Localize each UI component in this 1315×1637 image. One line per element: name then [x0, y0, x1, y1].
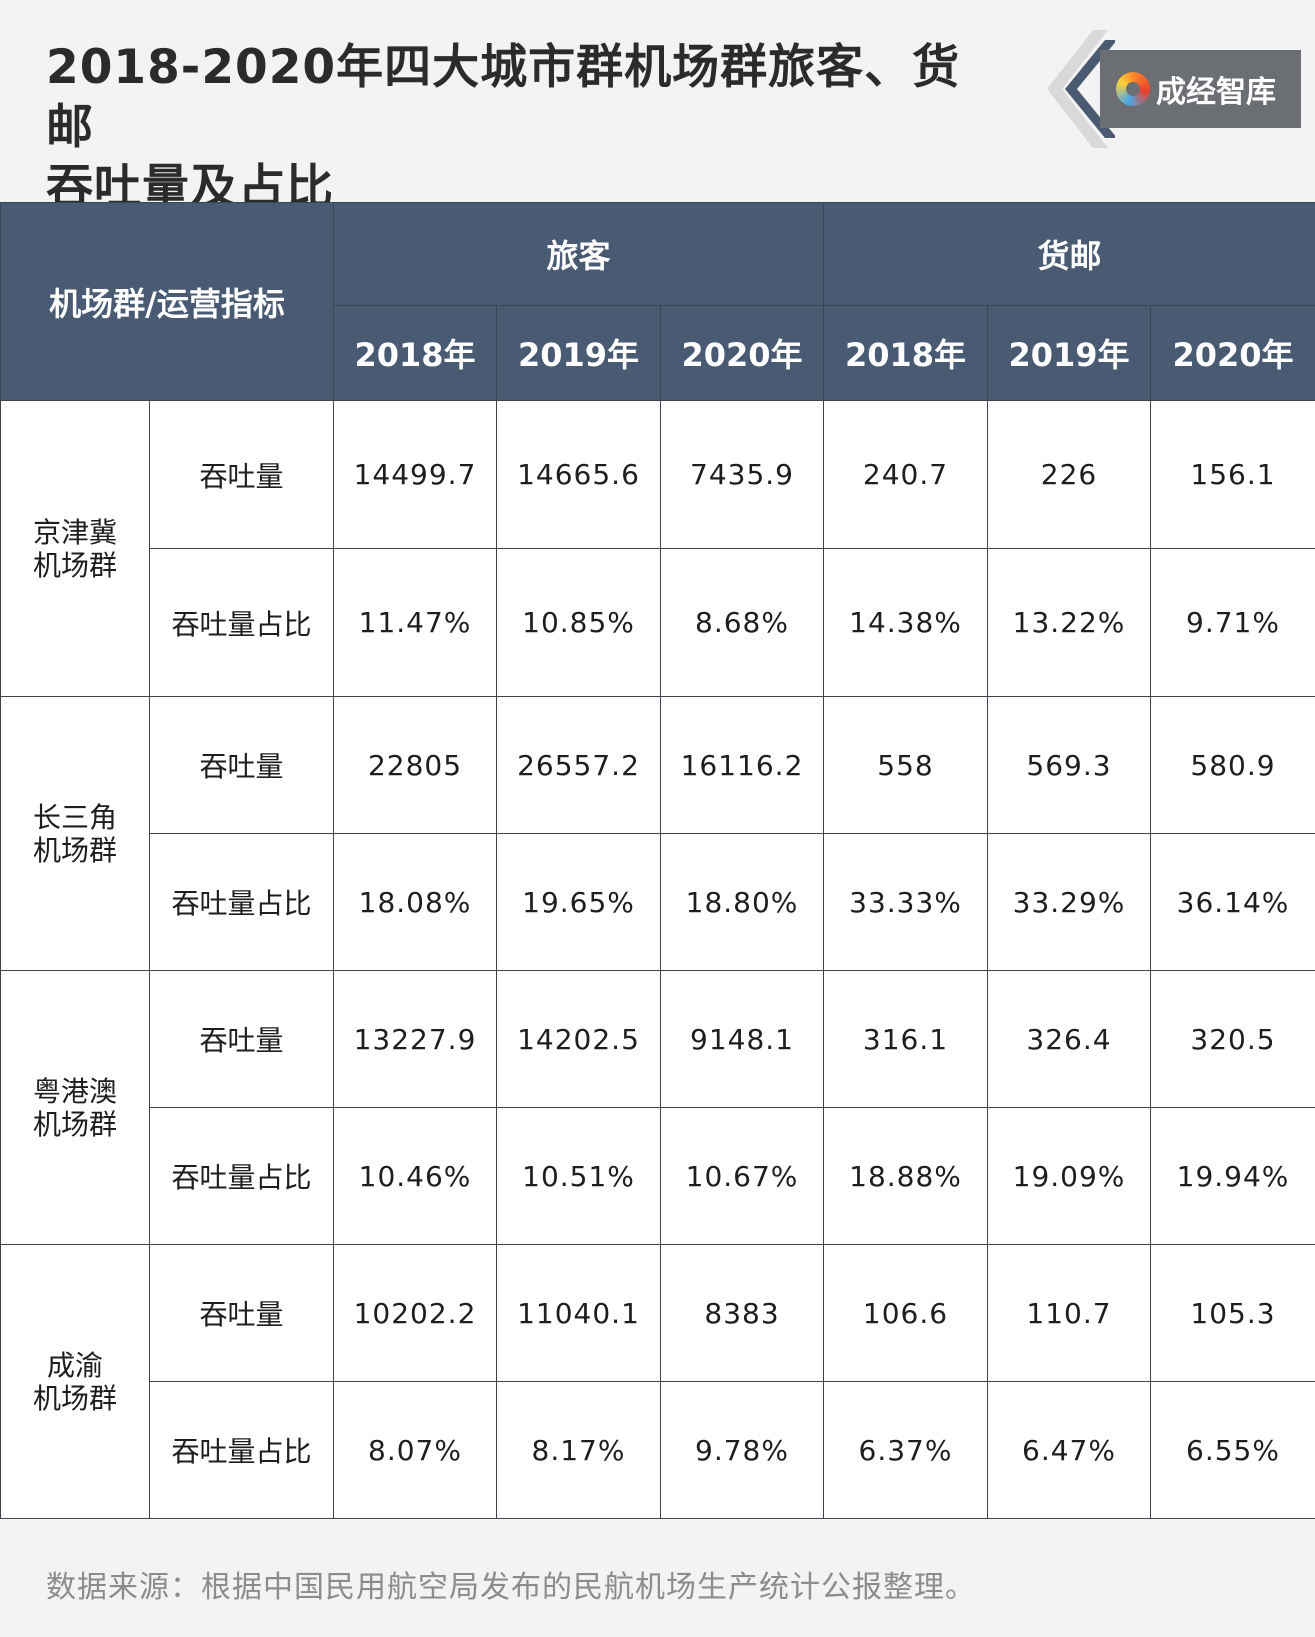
value-cell: 8383: [660, 1244, 825, 1382]
value-cell: 10.67%: [660, 1107, 825, 1245]
value-cell: 10.51%: [496, 1107, 662, 1245]
value-cell: 320.5: [1150, 970, 1315, 1108]
value-cell: 7435.9: [660, 400, 825, 549]
year-header: 2019年: [987, 305, 1152, 401]
value-cell: 36.14%: [1150, 833, 1315, 971]
metric-label: 吞吐量: [148, 1244, 335, 1382]
brand-swirl-icon: [1116, 72, 1150, 106]
city-name-line-1: 粤港澳: [32, 1074, 117, 1108]
value-cell: 18.88%: [823, 1107, 989, 1245]
value-cell: 326.4: [987, 970, 1152, 1108]
value-cell: 19.65%: [496, 833, 662, 971]
metric-label: 吞吐量占比: [148, 1381, 335, 1519]
city-name-line-2: 机场群: [32, 548, 117, 582]
city-cell: 粤港澳 机场群: [0, 970, 150, 1245]
value-cell: 14665.6: [496, 400, 662, 549]
city-name-line-2: 机场群: [32, 833, 117, 867]
page-title: 2018-2020年四大城市群机场群旅客、货邮 吞吐量及占比: [46, 38, 1006, 218]
value-cell: 8.68%: [660, 548, 825, 697]
value-cell: 110.7: [987, 1244, 1152, 1382]
city-cell: 京津冀 机场群: [0, 400, 150, 697]
city-cell: 长三角 机场群: [0, 696, 150, 971]
data-table: 机场群/运营指标 旅客 货邮 2018年 2019年 2020年 2018年 2…: [0, 202, 1315, 1519]
group-header-passenger: 旅客: [333, 202, 825, 306]
value-cell: 10.85%: [496, 548, 662, 697]
value-cell: 105.3: [1150, 1244, 1315, 1382]
metric-label: 吞吐量: [148, 970, 335, 1108]
metric-label: 吞吐量占比: [148, 548, 335, 697]
value-cell: 19.09%: [987, 1107, 1152, 1245]
value-cell: 10202.2: [333, 1244, 498, 1382]
value-cell: 14202.5: [496, 970, 662, 1108]
value-cell: 33.29%: [987, 833, 1152, 971]
value-cell: 33.33%: [823, 833, 989, 971]
chevron-left-icon: [1047, 30, 1115, 148]
value-cell: 14.38%: [823, 548, 989, 697]
table-row: 粤港澳 机场群 吞吐量 13227.9 14202.5 9148.1 316.1 326.4 3…: [0, 970, 1315, 1245]
metric-label: 吞吐量: [148, 400, 335, 549]
logo-badge: 成经智库: [1100, 50, 1301, 128]
value-cell: 18.80%: [660, 833, 825, 971]
source-note: 数据来源：根据中国民用航空局发布的民航机场生产统计公报整理。: [46, 1570, 976, 1605]
value-cell: 580.9: [1150, 696, 1315, 834]
table-row: 吞吐量占比 11.47% 10.85% 8.68% 14.38% 13.22% 9.71%: [1, 548, 1315, 697]
value-cell: 26557.2: [496, 696, 662, 834]
value-cell: 569.3: [987, 696, 1152, 834]
table-row: 吞吐量占比 10.46% 10.51% 10.67% 18.88% 19.09% 19.94…: [1, 1107, 1315, 1245]
value-cell: 8.07%: [333, 1381, 498, 1519]
value-cell: 156.1: [1150, 400, 1315, 549]
year-header: 2019年: [496, 305, 662, 401]
table-row: 成渝 机场群 吞吐量 10202.2 11040.1 8383 106.6 110.7 105.…: [0, 1244, 1315, 1519]
value-cell: 19.94%: [1150, 1107, 1315, 1245]
value-cell: 226: [987, 400, 1152, 549]
value-cell: 9148.1: [660, 970, 825, 1108]
city-name-line-2: 机场群: [32, 1381, 117, 1415]
year-header: 2018年: [333, 305, 498, 401]
value-cell: 14499.7: [333, 400, 498, 549]
value-cell: 106.6: [823, 1244, 989, 1382]
table-row: 吞吐量占比 8.07% 8.17% 9.78% 6.37% 6.47% 6.55%: [1, 1381, 1315, 1519]
value-cell: 11.47%: [333, 548, 498, 697]
city-name-line-1: 京津冀: [32, 515, 117, 549]
value-cell: 18.08%: [333, 833, 498, 971]
value-cell: 13227.9: [333, 970, 498, 1108]
year-header: 2020年: [660, 305, 825, 401]
value-cell: 11040.1: [496, 1244, 662, 1382]
table-row: 吞吐量占比 18.08% 19.65% 18.80% 33.33% 33.29% 36.14…: [1, 833, 1315, 971]
value-cell: 6.37%: [823, 1381, 989, 1519]
metric-label: 吞吐量占比: [148, 1107, 335, 1245]
year-header: 2018年: [823, 305, 989, 401]
value-cell: 13.22%: [987, 548, 1152, 697]
metric-label: 吞吐量: [148, 696, 335, 834]
value-cell: 10.46%: [333, 1107, 498, 1245]
value-cell: 8.17%: [496, 1381, 662, 1519]
table-row: 长三角 机场群 吞吐量 22805 26557.2 16116.2 558 569.3 580.…: [0, 696, 1315, 971]
year-header: 2020年: [1150, 305, 1315, 401]
logo-text: 成经智库: [1156, 75, 1276, 110]
value-cell: 558: [823, 696, 989, 834]
value-cell: 16116.2: [660, 696, 825, 834]
city-name-line-1: 成渝: [46, 1348, 103, 1382]
value-cell: 22805: [333, 696, 498, 834]
value-cell: 316.1: [823, 970, 989, 1108]
value-cell: 9.78%: [660, 1381, 825, 1519]
city-name-line-1: 长三角: [32, 800, 117, 834]
corner-header: 机场群/运营指标: [0, 202, 335, 401]
title-line-1: 2018-2020年四大城市群机场群旅客、货邮: [46, 40, 961, 155]
city-name-line-2: 机场群: [32, 1107, 117, 1141]
group-header-cargo: 货邮: [823, 202, 1315, 306]
metric-label: 吞吐量占比: [148, 833, 335, 971]
value-cell: 9.71%: [1150, 548, 1315, 697]
value-cell: 240.7: [823, 400, 989, 549]
value-cell: 6.55%: [1150, 1381, 1315, 1519]
table-row: 京津冀 机场群 吞吐量 14499.7 14665.6 7435.9 240.7 226 156…: [0, 400, 1315, 697]
brand-logo: 成经智库: [1045, 30, 1307, 148]
value-cell: 6.47%: [987, 1381, 1152, 1519]
city-cell: 成渝 机场群: [0, 1244, 150, 1519]
